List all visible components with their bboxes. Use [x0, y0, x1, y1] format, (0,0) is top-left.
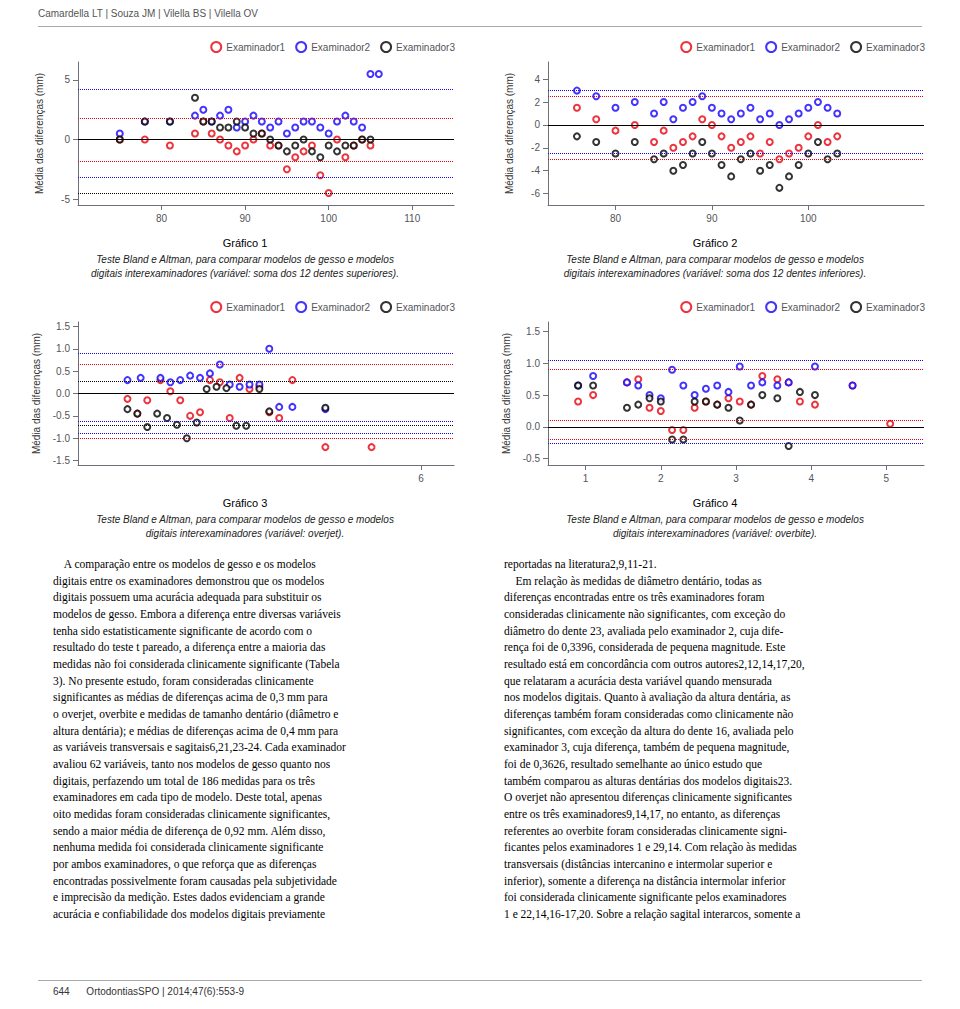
- svg-text:Examinador2: Examinador2: [311, 302, 370, 313]
- svg-text:-4: -4: [531, 165, 540, 176]
- svg-text:Média das diferenças (mm): Média das diferenças (mm): [34, 73, 45, 194]
- svg-text:Examinador1: Examinador1: [696, 42, 755, 53]
- svg-text:digitais interexaminadores (va: digitais interexaminadores (variável: so…: [564, 268, 866, 279]
- svg-text:Teste Bland e Altman, para com: Teste Bland e Altman, para comparar mode…: [96, 254, 394, 265]
- svg-text:2: 2: [534, 97, 540, 108]
- svg-text:Gráfico 3: Gráfico 3: [223, 497, 268, 509]
- svg-text:100: 100: [800, 213, 817, 224]
- svg-text:4: 4: [808, 473, 814, 484]
- svg-text:Teste Bland e Altman, para com: Teste Bland e Altman, para comparar mode…: [566, 254, 864, 265]
- svg-text:-0.5: -0.5: [53, 410, 71, 421]
- html-text:644 OrtodontiasSPO | 2014;47(6: 644 OrtodontiasSPO | 2014;47(6):553-9: [53, 986, 244, 997]
- svg-text:Gráfico 4: Gráfico 4: [693, 497, 738, 509]
- svg-text:Examinador3: Examinador3: [396, 302, 455, 313]
- svg-text:-1.0: -1.0: [53, 433, 71, 444]
- svg-text:Média das diferenças (mm): Média das diferenças (mm): [501, 333, 512, 454]
- svg-text:0: 0: [64, 134, 70, 145]
- svg-text:Gráfico 2: Gráfico 2: [693, 237, 738, 249]
- svg-text:Examinador3: Examinador3: [866, 42, 925, 53]
- svg-text:0.0: 0.0: [56, 388, 70, 399]
- svg-text:80: 80: [610, 213, 622, 224]
- svg-text:Examinador3: Examinador3: [396, 42, 455, 53]
- svg-text:1.0: 1.0: [526, 358, 540, 369]
- svg-text:digitais interexaminadores (va: digitais interexaminadores (variável: ov…: [146, 528, 344, 539]
- svg-text:-2: -2: [531, 142, 540, 153]
- svg-text:0: 0: [534, 119, 540, 130]
- svg-text:Teste Bland e Altman, para com: Teste Bland e Altman, para comparar mode…: [96, 514, 394, 525]
- svg-text:0.0: 0.0: [526, 421, 540, 432]
- svg-text:Examinador3: Examinador3: [866, 302, 925, 313]
- svg-text:1.0: 1.0: [56, 343, 70, 354]
- svg-text:6: 6: [418, 473, 424, 484]
- svg-text:-5: -5: [61, 194, 70, 205]
- svg-text:100: 100: [320, 213, 337, 224]
- svg-text:-1.5: -1.5: [53, 455, 71, 466]
- html-text:reportadas na literatura2,9,11: reportadas na literatura2,9,11-21. Em re…: [504, 558, 805, 921]
- svg-text:digitais interexaminadores (va: digitais interexaminadores (variável: so…: [91, 268, 399, 279]
- svg-text:Teste Bland e Altman, para com: Teste Bland e Altman, para comparar mode…: [566, 514, 864, 525]
- svg-text:90: 90: [706, 213, 718, 224]
- html-text:A comparação entre os modelos: A comparação entre os modelos de gesso e…: [53, 558, 346, 921]
- svg-text:5: 5: [64, 74, 70, 85]
- svg-text:3: 3: [733, 473, 739, 484]
- svg-text:4: 4: [534, 74, 540, 85]
- svg-text:1: 1: [583, 473, 589, 484]
- svg-text:0.5: 0.5: [56, 366, 70, 377]
- svg-text:Examinador1: Examinador1: [226, 42, 285, 53]
- svg-text:110: 110: [404, 213, 420, 224]
- svg-text:-0.5: -0.5: [523, 453, 541, 464]
- svg-text:1.5: 1.5: [526, 326, 540, 337]
- svg-text:80: 80: [156, 213, 168, 224]
- svg-text:0.5: 0.5: [526, 390, 540, 401]
- svg-text:Examinador2: Examinador2: [781, 302, 840, 313]
- svg-text:90: 90: [240, 213, 252, 224]
- svg-text:-6: -6: [531, 188, 540, 199]
- svg-text:Examinador1: Examinador1: [226, 302, 285, 313]
- svg-text:1.5: 1.5: [56, 321, 70, 332]
- svg-text:Examinador2: Examinador2: [781, 42, 840, 53]
- svg-text:digitais interexaminadores (va: digitais interexaminadores (variável: ov…: [613, 528, 817, 539]
- svg-text:Examinador1: Examinador1: [696, 302, 755, 313]
- svg-text:Gráfico 1: Gráfico 1: [223, 237, 268, 249]
- svg-text:2: 2: [658, 473, 664, 484]
- svg-text:5: 5: [884, 473, 890, 484]
- html-text:Camardella LT | Souza JM | Vil: Camardella LT | Souza JM | Vilella BS | …: [38, 8, 258, 19]
- svg-text:Média das diferenças (mm): Média das diferenças (mm): [504, 73, 515, 194]
- svg-text:Média das diferenças (mm): Média das diferenças (mm): [31, 333, 42, 454]
- svg-text:Examinador2: Examinador2: [311, 42, 370, 53]
